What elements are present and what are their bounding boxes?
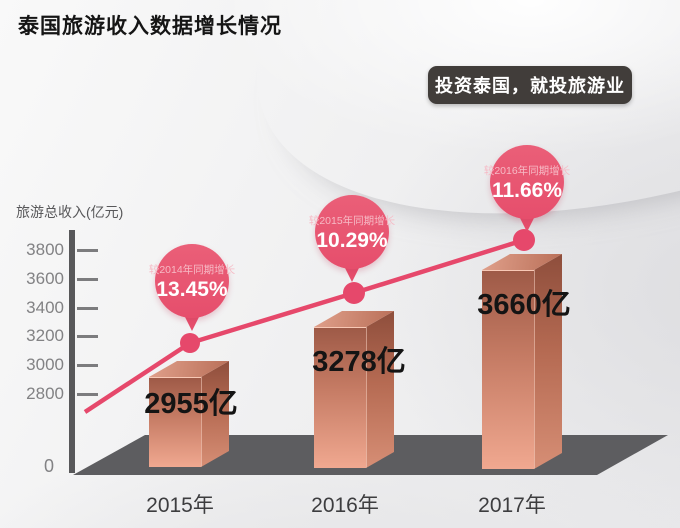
tick-label: 3000 [26,355,64,374]
growth-bubble-2017: 较2016年同期增长 11.66% [484,145,570,232]
tick-label: 2800 [26,384,64,403]
tick-label: 3400 [26,298,64,317]
bar-value-label-2015: 2955亿 [144,388,238,420]
x-axis-label-2015: 2015年 [146,494,214,517]
bubble-value: 13.45% [156,278,228,301]
tick-mark [77,393,98,396]
tick-mark [77,364,98,367]
slogan-badge: 投资泰国，就投旅游业 [428,66,632,104]
y-axis-line [69,230,75,473]
bubble-value: 10.29% [316,229,388,252]
x-axis-label-2016: 2016年 [311,494,379,517]
tick-mark [77,335,98,338]
bar-value-label-2017: 3660亿 [477,289,571,321]
bubble-value: 11.66% [491,179,563,202]
growth-bubble-2016: 较2015年同期增长 10.29% [309,195,395,282]
tick-mark [77,249,98,252]
tick-mark [77,307,98,310]
y-axis-title: 旅游总收入(亿元) [16,204,124,220]
data-point-2016 [343,282,365,304]
data-point-2017 [513,229,535,251]
slogan-badge-label: 投资泰国，就投旅游业 [435,76,625,96]
tick-label: 3800 [26,240,64,259]
bubble-circle: 较2016年同期增长 11.66% [484,145,570,219]
bar-side-face [534,254,562,469]
tick-label: 3200 [26,326,64,345]
tick-label: 3600 [26,269,64,288]
tick-mark [77,278,98,281]
growth-bubble-2015: 较2014年同期增长 13.45% [149,244,235,331]
bubble-circle: 较2015年同期增长 10.29% [309,195,395,269]
bar-side-face [366,311,394,468]
x-axis-label-2017: 2017年 [478,494,546,517]
data-point-2015 [180,333,200,353]
bar-value-label-2016: 3278亿 [312,346,406,378]
bar-2016 [314,311,394,468]
bubble-caption: 较2014年同期增长 [148,264,236,276]
bubble-caption: 较2015年同期增长 [308,215,396,227]
y-tick-zero-label: 0 [43,456,54,476]
bubble-circle: 较2014年同期增长 13.45% [149,244,235,318]
page-title: 泰国旅游收入数据增长情况 [18,15,282,38]
bubble-caption: 较2016年同期增长 [483,165,571,177]
background-swoosh [197,0,680,309]
